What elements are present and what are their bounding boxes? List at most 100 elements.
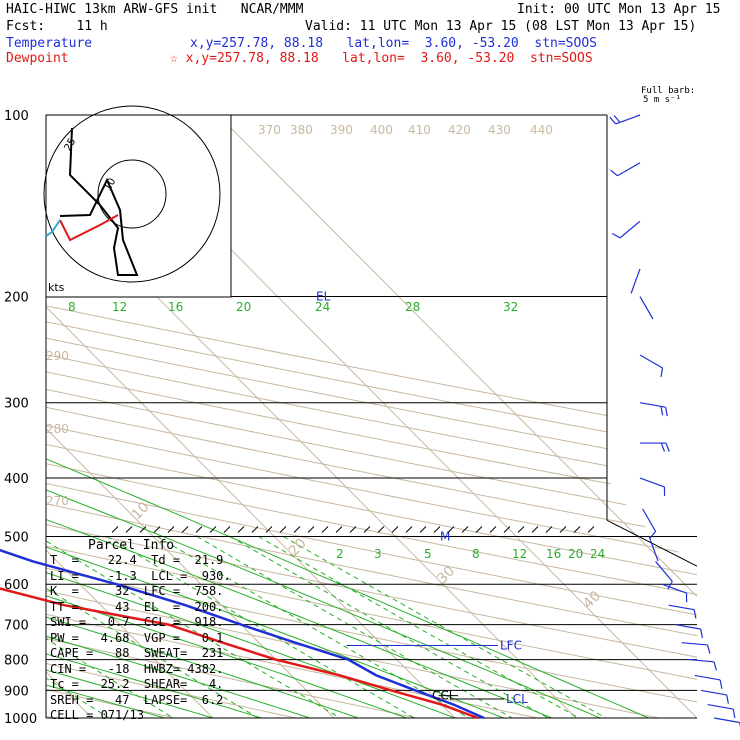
wind-barb — [674, 624, 701, 630]
parcel-info-row: SREH = 47 LAPSE= 6.2 — [50, 692, 224, 707]
hodograph-ring-inner — [97, 159, 167, 229]
pressure-tick-label: 900 — [4, 684, 29, 699]
mixing-ratio-label: 16 — [168, 300, 183, 314]
hatch-tick — [447, 526, 455, 533]
pressure-tick-label: 700 — [4, 619, 29, 634]
mixing-ratio-line — [46, 536, 341, 718]
wind-barb-feather — [706, 644, 711, 654]
moist-adiabat-line — [46, 296, 262, 718]
parcel-info-row: SWI = 0.7 CCL = 918. — [50, 615, 224, 629]
dry-adiabat-line — [46, 115, 697, 718]
hatch-tick — [489, 526, 497, 533]
hatch-tick — [279, 526, 287, 533]
hatch-tick — [321, 526, 329, 533]
parcel-info-row: K = 32 LFC = 758. — [50, 584, 224, 598]
hodograph-box — [45, 114, 232, 298]
parcel-info-row: LI = -1.3 LCL = 930. — [50, 568, 231, 583]
wind-barb — [700, 689, 727, 696]
hatch-tick — [545, 526, 553, 533]
hatch-tick — [195, 526, 203, 533]
lcl-marker: LCL — [506, 692, 528, 706]
parcel-info-row: CELL = 071/13 — [50, 708, 144, 722]
wind-barb — [630, 268, 641, 294]
init-time: Init: 00 UTC Mon 13 Apr 15 — [517, 2, 721, 17]
wind-barb-feather — [660, 367, 664, 377]
hatch-tick — [573, 526, 581, 533]
wind-barb-feather — [613, 115, 621, 123]
wind-barb-feather — [665, 407, 668, 417]
theta-label: 440 — [530, 123, 553, 137]
parcel-info-title: Parcel Info — [88, 538, 175, 553]
hatch-tick — [517, 526, 525, 533]
wind-barb — [619, 220, 641, 239]
wind-barb-feather — [719, 679, 723, 689]
pressure-tick-label: 200 — [4, 291, 29, 306]
hatch-tick — [531, 526, 539, 533]
dewpoint-legend: Dewpoint — [6, 51, 69, 66]
wind-barb-feather — [667, 581, 673, 590]
mixing-ratio-line — [156, 536, 470, 718]
dry-adiabat-line — [46, 115, 697, 718]
theta-label: 290 — [46, 349, 69, 363]
hatch-tick — [307, 526, 315, 533]
hatch-tick — [559, 526, 567, 533]
plot-lines — [46, 115, 697, 718]
dry-adiabat-line — [46, 115, 417, 718]
hodograph-units: kts — [48, 281, 65, 294]
wind-barb — [648, 536, 659, 562]
hatch-tick — [293, 526, 301, 533]
theta-label: 370 — [258, 123, 281, 137]
isotherm-label: 20 — [286, 536, 310, 560]
dry-adiabat-line — [46, 115, 697, 718]
parcel-info-row: TT = 43 EL = 200. — [50, 599, 224, 614]
dry-adiabat-line — [46, 115, 697, 718]
parcel-info-panel: Parcel Info T = 22.4 Td = 21.9 LI = -1.3 … — [46, 538, 246, 724]
wind-barb — [617, 162, 641, 177]
wind-barb-feather — [660, 442, 666, 452]
mixing-ratio-label: 8 — [472, 547, 480, 561]
hatch-tick — [349, 526, 357, 533]
isotherm-line — [46, 115, 335, 718]
model-title: HAIC-HIWC 13km ARW-GFS init NCAR/MMM — [6, 2, 304, 17]
hatch-tick — [237, 526, 245, 533]
hatch-tick — [139, 526, 147, 533]
wind-barb-feather — [713, 661, 718, 671]
mixing-ratio-label: 12 — [512, 547, 527, 561]
pressure-tick-label: 300 — [4, 397, 29, 412]
theta-label: 270 — [46, 494, 69, 508]
mixing-ratio-label: 20 — [236, 300, 251, 314]
hatch-tick — [335, 526, 343, 533]
dry-adiabat-line — [46, 115, 538, 718]
dry-adiabat-line — [46, 115, 697, 718]
wind-barb-feather — [732, 708, 736, 719]
hatch-tick — [419, 526, 427, 533]
moist-adiabat-line — [46, 296, 310, 718]
mixing-ratio-line — [196, 536, 513, 718]
el-marker: EL — [316, 290, 331, 304]
mixing-ratio-label: 12 — [112, 300, 127, 314]
theta-label: 380 — [290, 123, 313, 137]
parcel-info-row: Tc = 25.2 SHEAR= 4. — [50, 677, 224, 691]
wind-barb-feather — [649, 531, 657, 539]
wind-barb-feather — [610, 169, 618, 177]
isotherm-label: 40 — [580, 588, 604, 612]
wind-barb — [713, 717, 740, 724]
mixing-ratio-label: 24 — [315, 300, 330, 314]
temperature-location: x,y=257.78, 88.18 lat,lon= 3.60, -53.20 … — [190, 36, 597, 51]
wind-barb — [661, 583, 687, 594]
dry-adiabat-line — [46, 115, 697, 718]
hodograph-ring-outer — [43, 105, 221, 283]
wind-barb-feather — [700, 628, 703, 639]
forecast-hour: Fcst: 11 h — [6, 19, 108, 34]
hatch-tick — [153, 526, 161, 533]
hatch-tick — [125, 526, 133, 533]
wind-barb-feather — [660, 406, 664, 416]
wind-barb — [642, 508, 657, 532]
pressure-tick-label: 800 — [4, 654, 29, 669]
mixing-ratio-label: 32 — [503, 300, 518, 314]
wind-barb — [639, 296, 654, 320]
moist-adiabat-line — [46, 296, 407, 718]
barb-units-label: 5 m s⁻¹ — [643, 95, 681, 105]
